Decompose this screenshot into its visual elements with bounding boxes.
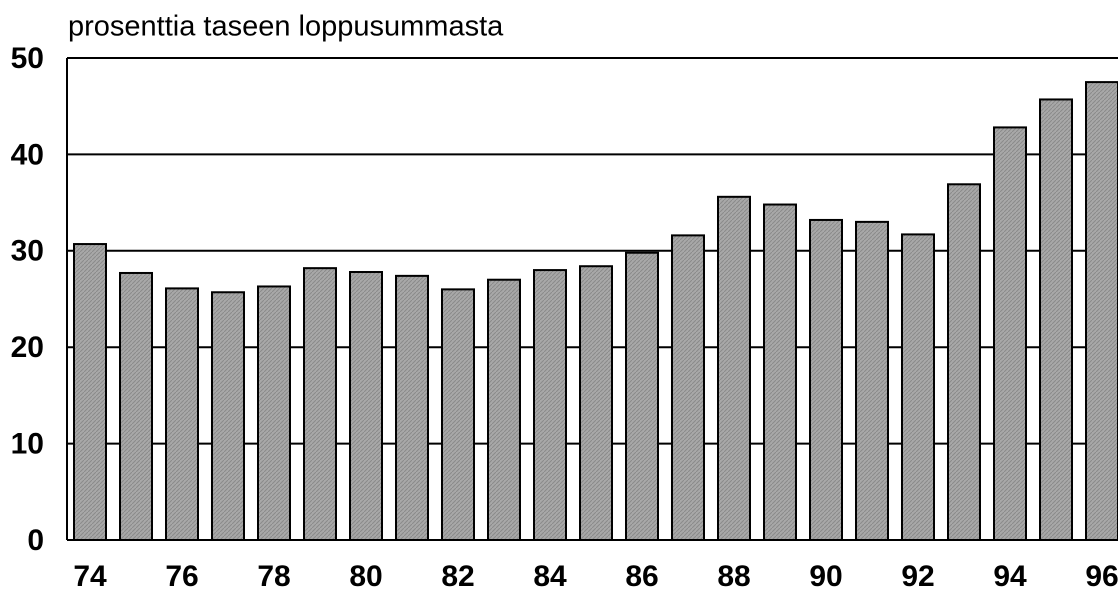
bar: [763, 203, 797, 541]
x-tick-label: 82: [441, 560, 474, 591]
x-tick-label: 74: [73, 560, 107, 591]
y-tick-label: 20: [11, 331, 44, 364]
bar: [533, 269, 567, 541]
x-tick-label: 76: [165, 560, 198, 591]
bar: [1039, 98, 1073, 542]
x-tick-label: 84: [533, 560, 567, 591]
x-tick-label: 94: [993, 560, 1027, 591]
bar: [1085, 81, 1118, 541]
bar: [717, 195, 751, 541]
bar: [625, 251, 659, 541]
y-tick-label: 50: [11, 42, 44, 75]
bar: [441, 288, 475, 541]
x-tick-label: 88: [717, 560, 750, 591]
y-tick-label: 40: [11, 138, 44, 171]
bar: [579, 265, 613, 541]
y-tick-label: 10: [11, 428, 44, 461]
y-tick-label: 0: [27, 524, 44, 557]
x-tick-label: 86: [625, 560, 658, 591]
bar: [211, 291, 245, 542]
x-tick-label: 92: [901, 560, 934, 591]
bar: [349, 271, 383, 541]
bar: [257, 285, 291, 541]
bar: [395, 274, 429, 541]
bar: [73, 243, 107, 541]
bar: [855, 220, 889, 541]
x-tick-label: 78: [257, 560, 290, 591]
bar: [487, 278, 521, 541]
x-tick-label: 90: [809, 560, 842, 591]
bar: [165, 287, 199, 541]
bar: [993, 126, 1027, 542]
bar: [809, 218, 843, 541]
bar: [119, 271, 153, 541]
bar: [947, 183, 981, 541]
bar: [671, 234, 705, 541]
y-tick-label: 30: [11, 235, 44, 268]
bar: [901, 233, 935, 542]
chart-title: prosenttia taseen loppusummasta: [68, 11, 504, 43]
x-tick-label: 96: [1085, 560, 1118, 591]
bar: [303, 267, 337, 541]
x-tick-label: 80: [349, 560, 382, 591]
